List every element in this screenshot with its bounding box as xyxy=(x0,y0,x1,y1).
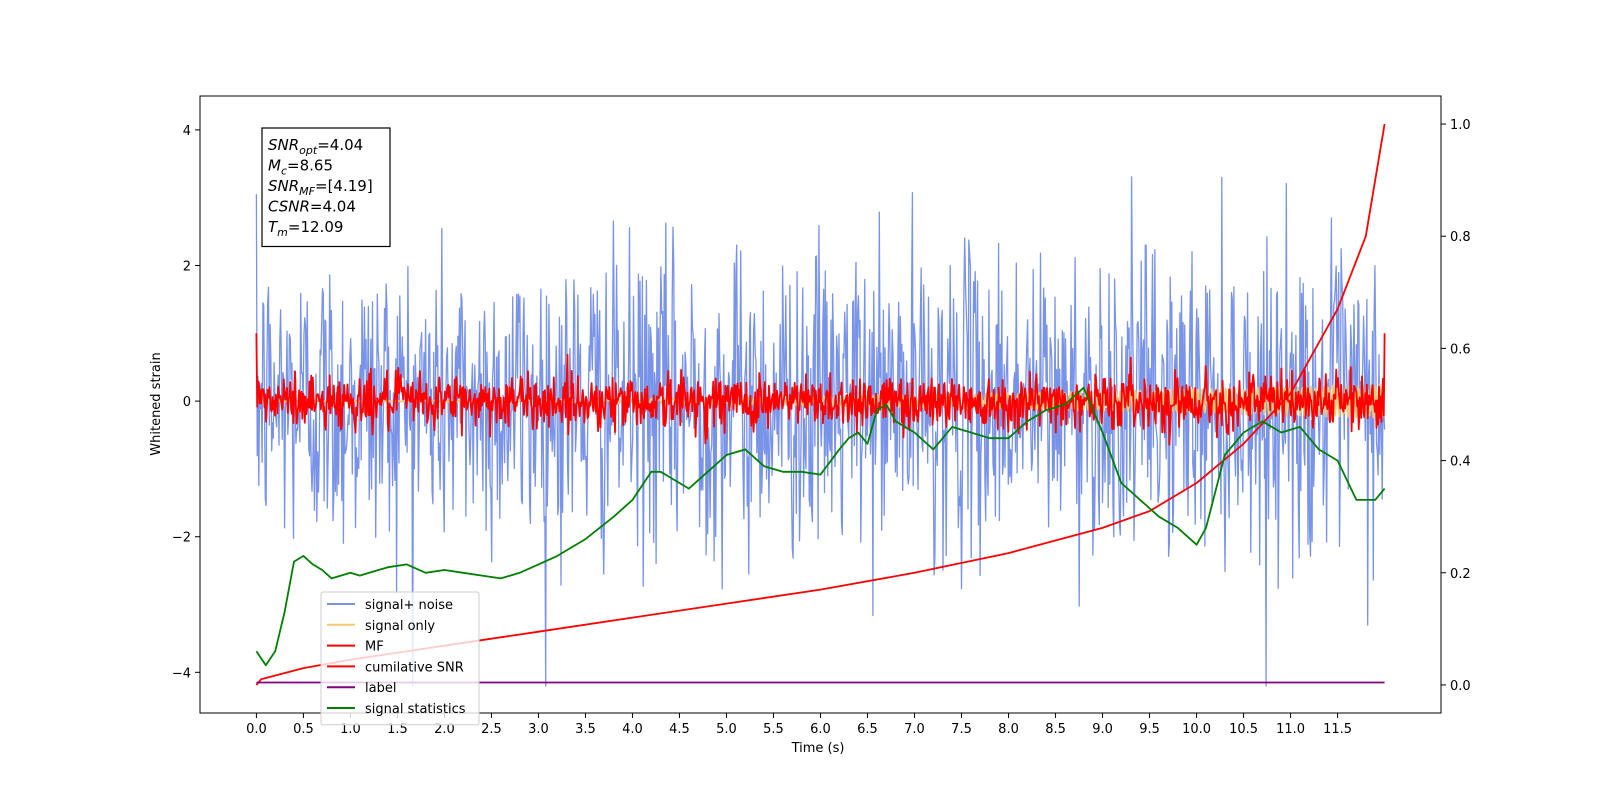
x-tick-label: 1.0 xyxy=(340,722,361,737)
y-tick-label: 4 xyxy=(183,124,191,139)
annotation-line: Mc=8.65 xyxy=(268,157,333,178)
legend: signal+ noise signal only MF cumilative SNR… xyxy=(320,591,480,726)
y-axis-label: Whitened strain xyxy=(149,352,164,455)
legend-entry: signal only xyxy=(365,619,435,634)
y2-tick-label: 0.0 xyxy=(1450,679,1471,694)
legend-entry: signal statistics xyxy=(365,702,466,717)
x-tick-label: 8.0 xyxy=(998,722,1019,737)
x-tick-label: 1.5 xyxy=(387,722,408,737)
annotation-line: Tm=12.09 xyxy=(268,218,343,239)
x-tick-label: 9.5 xyxy=(1139,722,1160,737)
x-tick-label: 10.5 xyxy=(1229,722,1258,737)
x-tick-label: 3.5 xyxy=(575,722,596,737)
legend-entry: MF xyxy=(365,640,384,655)
x-tick-label: 0.0 xyxy=(246,722,267,737)
x-tick-label: 11.0 xyxy=(1276,722,1305,737)
x-tick-label: 7.0 xyxy=(904,722,925,737)
legend-entry: signal+ noise xyxy=(365,598,453,613)
y2-tick-label: 0.6 xyxy=(1450,342,1471,357)
x-axis: 0.0 0.5 1.0 1.5 2.0 2.5 3.0 3.5 4.0 4.5 5.0 5.5 6.0 6… xyxy=(246,713,1352,737)
x-tick-label: 10.0 xyxy=(1182,722,1211,737)
annotation-line: SNRMF=[4.19] xyxy=(268,177,373,198)
y-axis-right: 0.0 0.2 0.4 0.6 0.8 1.0 xyxy=(1441,118,1471,694)
legend-entry: label xyxy=(365,681,396,696)
x-tick-label: 5.5 xyxy=(763,722,784,737)
x-tick-label: 2.0 xyxy=(434,722,455,737)
y-axis-left: −4 −2 0 2 4 xyxy=(172,124,200,681)
series-mf-line xyxy=(255,333,1386,446)
annotation-line: SNRopt=4.04 xyxy=(268,136,363,157)
x-tick-label: 4.0 xyxy=(622,722,643,737)
y2-tick-label: 0.8 xyxy=(1450,230,1471,245)
x-tick-label: 5.0 xyxy=(716,722,737,737)
y-tick-label: 2 xyxy=(183,260,191,275)
x-tick-label: 9.0 xyxy=(1092,722,1113,737)
x-tick-label: 6.5 xyxy=(857,722,878,737)
x-tick-label: 6.0 xyxy=(810,722,831,737)
x-tick-label: 8.5 xyxy=(1045,722,1066,737)
y-tick-label: −2 xyxy=(172,531,191,546)
y2-tick-label: 0.2 xyxy=(1450,567,1471,582)
y2-tick-label: 1.0 xyxy=(1450,118,1471,133)
x-tick-label: 2.5 xyxy=(481,722,502,737)
x-axis-label: Time (s) xyxy=(791,741,845,756)
y-tick-label: −4 xyxy=(172,666,191,681)
y2-tick-label: 0.4 xyxy=(1450,455,1471,470)
y-tick-label: 0 xyxy=(183,395,191,410)
x-tick-label: 0.5 xyxy=(293,722,314,737)
annotation-frame xyxy=(261,127,391,248)
x-tick-label: 3.0 xyxy=(528,722,549,737)
legend-entry: cumilative SNR xyxy=(365,660,464,675)
annotation-line: CSNR=4.04 xyxy=(268,198,356,216)
legend-frame xyxy=(320,591,480,726)
x-tick-label: 7.5 xyxy=(951,722,972,737)
series-signal-statistics-line xyxy=(255,386,1386,667)
series-signal-noise-line xyxy=(255,176,1386,687)
x-tick-label: 11.5 xyxy=(1323,722,1352,737)
x-tick-label: 4.5 xyxy=(669,722,690,737)
